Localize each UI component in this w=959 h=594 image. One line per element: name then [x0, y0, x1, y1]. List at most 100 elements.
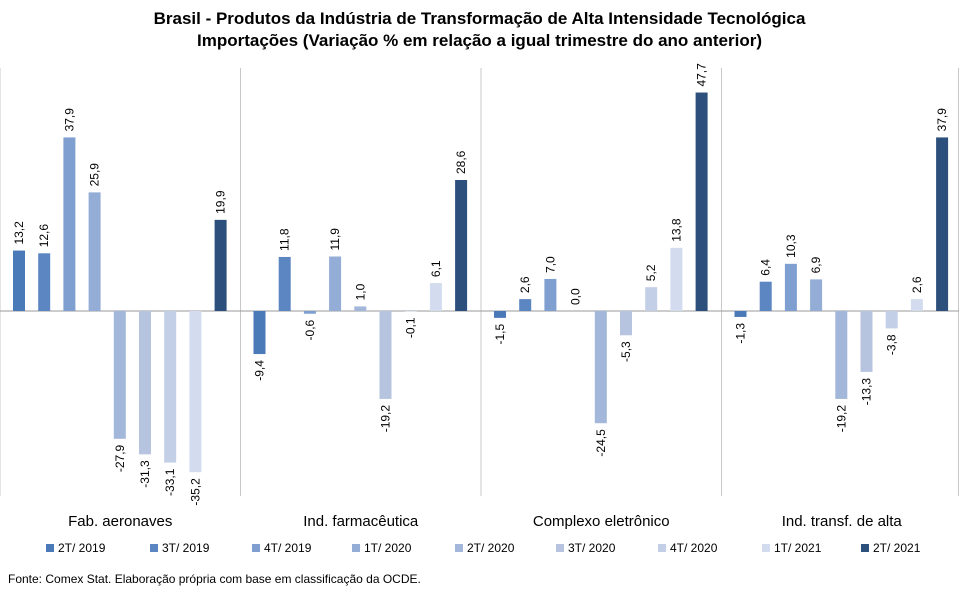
bar — [63, 137, 76, 311]
bar — [189, 311, 202, 473]
legend-label: 3T/ 2020 — [568, 541, 616, 555]
legend-label: 4T/ 2020 — [670, 541, 718, 555]
data-label: 13,8 — [669, 218, 683, 242]
data-label: -0,1 — [404, 317, 418, 338]
bar — [253, 311, 266, 355]
legend-label: 4T/ 2019 — [264, 541, 312, 555]
data-label: -1,5 — [493, 324, 507, 345]
legend-label: 3T/ 2019 — [162, 541, 210, 555]
bar — [784, 263, 797, 311]
legend-item: 4T/ 2020 — [658, 541, 717, 555]
legend-item: 1T/ 2020 — [352, 541, 411, 555]
legend-item: 3T/ 2020 — [556, 541, 615, 555]
data-label: 11,8 — [278, 228, 292, 251]
data-label: -1,3 — [734, 323, 748, 344]
data-label: 37,9 — [62, 108, 76, 132]
bar — [329, 256, 342, 311]
data-label: 47,7 — [695, 63, 709, 87]
legend-item: 2T/ 2021 — [861, 541, 920, 555]
data-label: 25,9 — [88, 163, 102, 187]
legend-swatch — [150, 544, 158, 552]
chart-title-line1: Brasil - Produtos da Indústria de Transf… — [153, 9, 806, 28]
bar — [810, 279, 823, 311]
bar — [835, 311, 848, 399]
bar — [645, 287, 658, 311]
bar — [759, 281, 772, 311]
bar — [139, 311, 151, 455]
bar — [303, 311, 316, 314]
data-label: -9,4 — [253, 360, 267, 381]
bar — [13, 250, 25, 311]
bar — [38, 253, 51, 311]
data-label: 12,6 — [37, 224, 51, 248]
bar — [670, 247, 683, 311]
legend-swatch — [46, 544, 54, 552]
bar — [519, 299, 532, 311]
legend-swatch — [556, 544, 564, 552]
bar — [379, 311, 392, 399]
bar — [455, 180, 468, 311]
bar — [429, 283, 442, 311]
data-label: -5,3 — [619, 341, 633, 362]
legend-item: 2T/ 2019 — [46, 541, 105, 555]
bar — [885, 311, 898, 329]
bar — [936, 137, 949, 311]
chart-subtitle: Importações (Variação % em relação a igu… — [197, 31, 762, 50]
legend-swatch — [352, 544, 360, 552]
bar — [734, 311, 747, 317]
chart-title: Brasil - Produtos da Indústria de Transf… — [0, 8, 959, 52]
bar-chart: 13,2 12,6 37,9 25,9 -27,9 -31,3 -33,1 -35,2 19,9… — [0, 63, 959, 530]
bar — [494, 311, 506, 318]
bar — [544, 278, 557, 311]
bar — [910, 299, 923, 311]
legend-swatch — [658, 544, 666, 552]
bar — [164, 311, 177, 463]
category-label: Ind. farmacêutica — [303, 513, 419, 530]
category-label: Fab. aeronaves — [68, 513, 172, 530]
data-label: 19,9 — [214, 190, 228, 214]
legend-swatch — [762, 544, 770, 552]
bar — [113, 311, 126, 439]
data-label: 0,0 — [569, 288, 583, 305]
category-label: Complexo eletrônico — [533, 513, 670, 530]
legend-swatch — [861, 544, 869, 552]
data-label: -3,8 — [885, 334, 899, 355]
data-label: -27,9 — [113, 444, 127, 472]
data-label: 10,3 — [784, 234, 798, 258]
bar — [860, 311, 873, 372]
bar — [88, 192, 101, 311]
category-label: Ind. transf. de alta — [782, 513, 903, 530]
legend-label: 1T/ 2020 — [364, 541, 412, 555]
legend-item: 3T/ 2019 — [150, 541, 209, 555]
data-label: -33,1 — [163, 468, 177, 496]
data-label: 6,4 — [759, 259, 773, 276]
data-label: -24,5 — [594, 429, 608, 457]
data-label: -19,2 — [834, 405, 848, 433]
bar — [354, 306, 367, 311]
data-label: -19,2 — [379, 405, 393, 433]
legend-item: 1T/ 2021 — [762, 541, 821, 555]
data-label: 28,6 — [454, 150, 468, 174]
bar — [278, 256, 291, 311]
data-label: 37,9 — [935, 108, 949, 132]
data-label: -35,2 — [188, 478, 202, 506]
data-label: 11,9 — [328, 228, 342, 251]
data-label: -31,3 — [138, 460, 152, 488]
legend-label: 2T/ 2021 — [873, 541, 921, 555]
data-label: 7,0 — [543, 256, 557, 273]
legend-label: 1T/ 2021 — [774, 541, 822, 555]
bar — [695, 92, 708, 311]
data-label: 6,1 — [429, 260, 443, 277]
data-label: 6,9 — [809, 256, 823, 273]
data-label: -13,3 — [860, 378, 874, 406]
legend-swatch — [455, 544, 463, 552]
data-label: 2,6 — [910, 276, 924, 293]
legend-item: 2T/ 2020 — [455, 541, 514, 555]
data-label: 2,6 — [518, 276, 532, 293]
bar — [214, 219, 227, 311]
data-label: 1,0 — [353, 283, 367, 300]
bar — [594, 311, 607, 424]
chart-legend: 2T/ 2019 3T/ 2019 4T/ 2019 1T/ 2020 2T/ 2020… — [0, 541, 959, 559]
legend-swatch — [252, 544, 260, 552]
source-note: Fonte: Comex Stat. Elaboração própria co… — [8, 572, 421, 586]
